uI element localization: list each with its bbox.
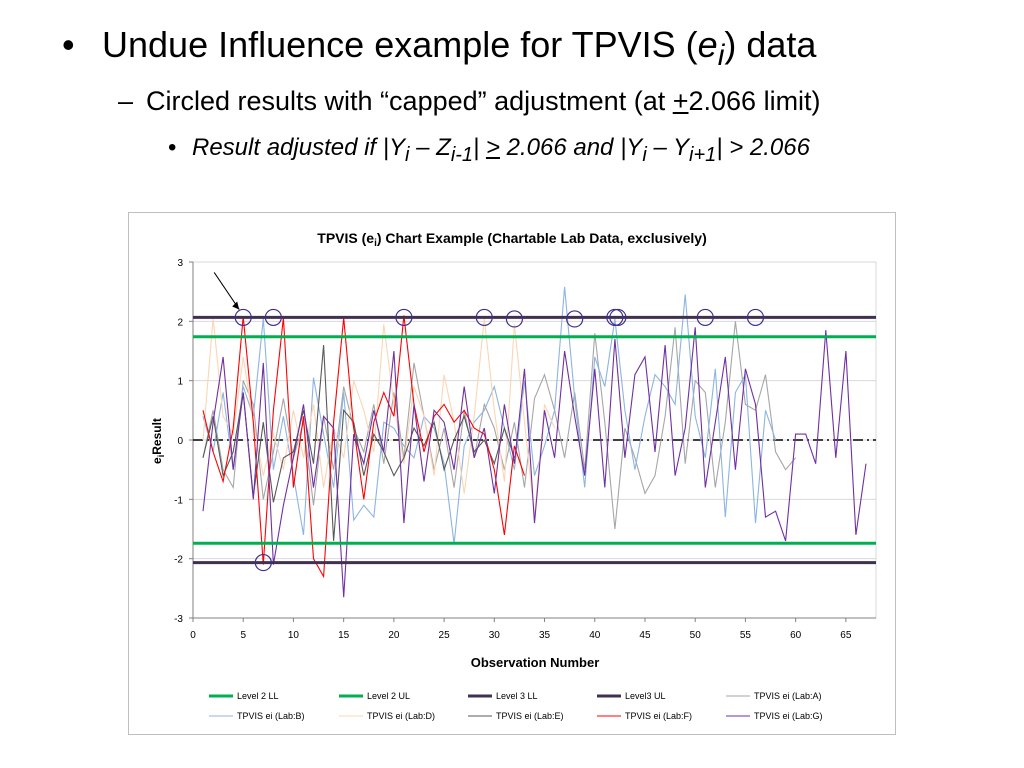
bullet-3-text: Result adjusted if |Yi – Zi-1| > 2.066 a…	[192, 134, 810, 166]
circled-point	[475, 308, 493, 327]
circled-point	[696, 308, 714, 327]
legend-label: TPVIS ei (Lab:D)	[367, 711, 435, 721]
circled-point	[609, 308, 627, 327]
x-tick-label: 25	[439, 630, 451, 641]
x-tick-label: 30	[489, 630, 501, 641]
y-tick-label: 0	[177, 436, 183, 447]
bullet-dot-icon: •	[62, 24, 75, 65]
x-tick-label: 15	[338, 630, 350, 641]
annotation-arrow-line	[213, 272, 240, 310]
y-tick-label: -2	[174, 555, 183, 566]
y-tick-label: 1	[177, 377, 183, 388]
legend-label: TPVIS ei (Lab:A)	[754, 691, 822, 701]
series-line-lab-g	[202, 327, 867, 598]
legend-label: Level 3 LL	[496, 691, 538, 701]
x-tick-label: 0	[190, 630, 196, 641]
y-tick-label: 3	[177, 258, 183, 269]
circled-point	[746, 308, 765, 327]
x-tick-label: 40	[589, 630, 601, 641]
legend-label: TPVIS ei (Lab:G)	[754, 711, 823, 721]
series-line-lab-b	[202, 286, 777, 544]
bullet-2-text: Circled results with “capped” adjustment…	[146, 86, 821, 116]
circled-point	[395, 308, 413, 327]
series-line-lab-a	[202, 321, 797, 530]
series-line-lab-e	[202, 345, 515, 541]
x-tick-label: 55	[740, 630, 752, 641]
circled-point	[234, 308, 252, 327]
chart-legend: Level 2 LL Level 2 UL Level 3 LL Level3 UL T…	[209, 691, 823, 721]
legend-label: TPVIS ei (Lab:B)	[237, 711, 305, 721]
legend-label: Level 2 LL	[237, 691, 279, 701]
y-tick-label: -3	[174, 614, 183, 625]
x-tick-label: 5	[240, 630, 246, 641]
chart-title: TPVIS (ei) Chart Example (Chartable Lab …	[317, 230, 706, 249]
chart-container: TPVIS (ei) Chart Example (Chartable Lab …	[128, 212, 896, 735]
y-tick-label: 2	[177, 317, 183, 328]
x-tick-label: 65	[840, 630, 852, 641]
series-line-lab-f	[202, 315, 526, 579]
x-tick-label: 10	[288, 630, 300, 641]
bullet-dot-icon: •	[168, 134, 177, 161]
legend-label: Level 2 UL	[367, 691, 410, 701]
circled-point	[505, 310, 524, 328]
y-axis-label: eiResult	[150, 418, 166, 464]
x-tick-label: 20	[388, 630, 400, 641]
legend-label: TPVIS ei (Lab:F)	[625, 711, 692, 721]
circled-point	[264, 308, 282, 327]
bullet-1-text: Undue Influence example for TPVIS (ei) d…	[102, 24, 817, 73]
legend-label: TPVIS ei (Lab:E)	[496, 711, 564, 721]
svg-text:eiResult: eiResult	[150, 418, 166, 464]
legend-label: Level3 UL	[625, 691, 666, 701]
x-tick-label: 45	[639, 630, 651, 641]
circled-point	[566, 310, 584, 328]
x-tick-label: 50	[690, 630, 702, 641]
circled-point	[254, 553, 272, 572]
x-tick-label: 60	[790, 630, 802, 641]
series-line-lab-d	[202, 318, 556, 518]
x-axis-label: Observation Number	[471, 655, 600, 670]
dash-icon: –	[118, 86, 134, 116]
x-tick-label: 35	[539, 630, 551, 641]
annotation-arrow-icon	[232, 301, 240, 310]
tpvis-chart: TPVIS (ei) Chart Example (Chartable Lab …	[150, 230, 877, 721]
y-tick-label: -1	[174, 495, 183, 506]
